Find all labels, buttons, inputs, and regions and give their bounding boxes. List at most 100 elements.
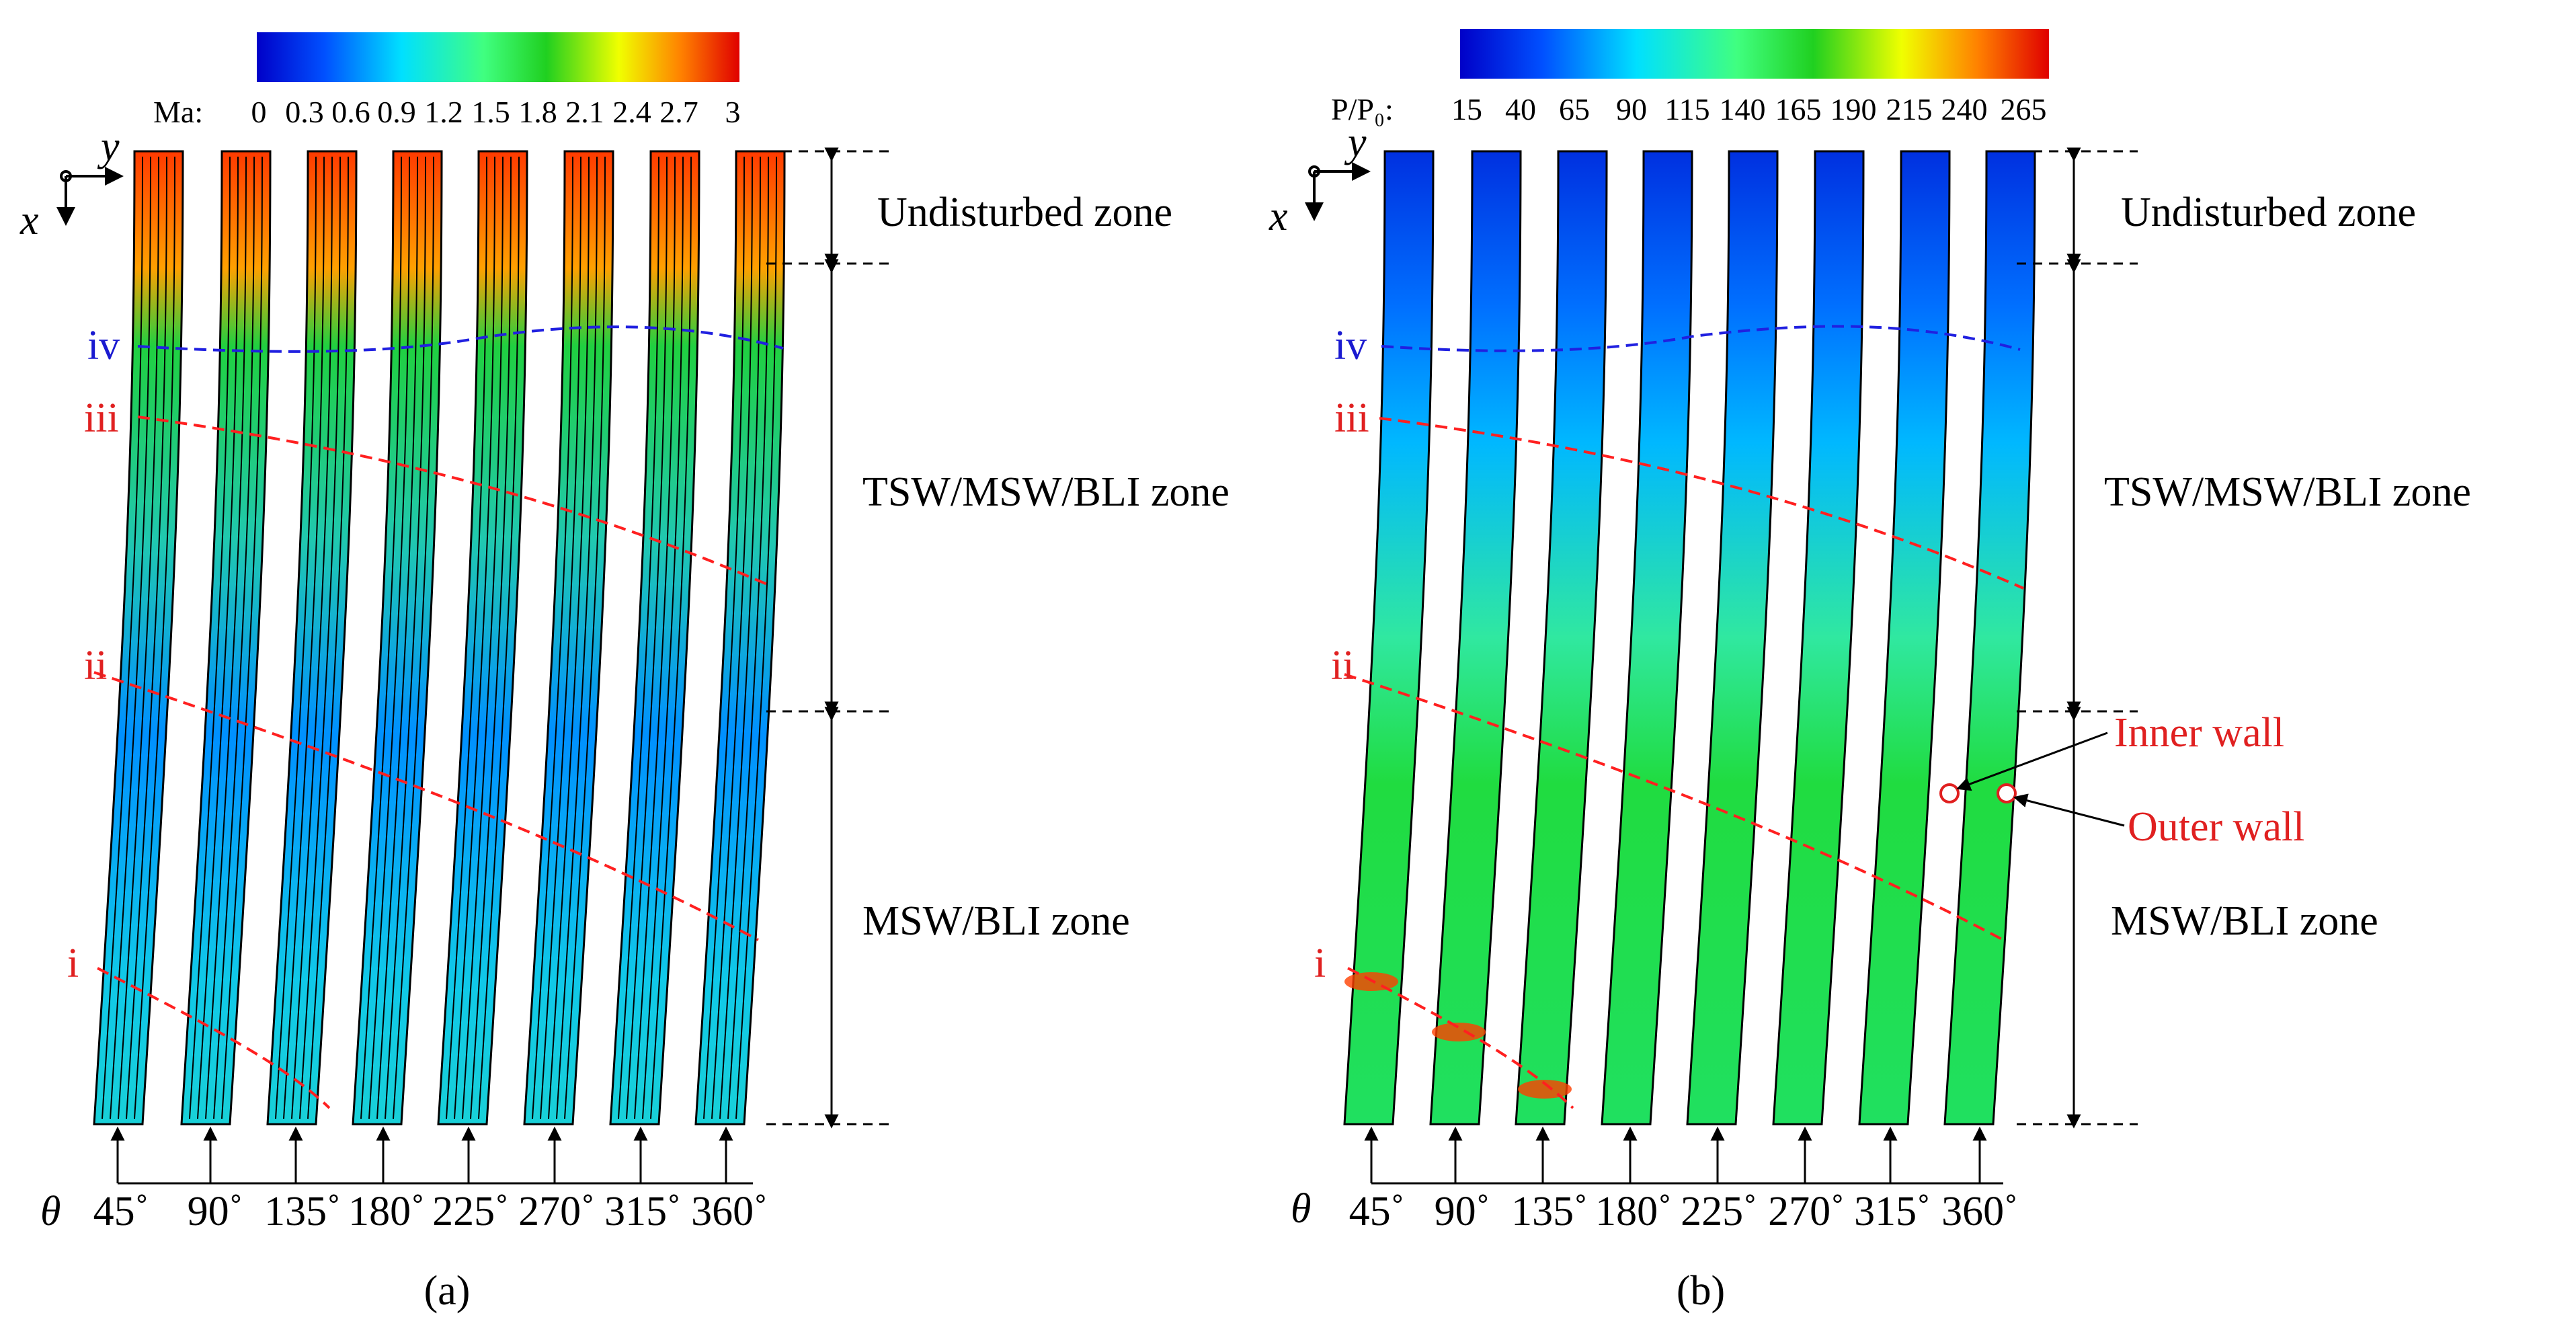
angle-label: 270˚ [518, 1189, 595, 1234]
angle-axis-b [1364, 1126, 2003, 1185]
duct-strip-ma [93, 150, 184, 1125]
section-line-iv [137, 325, 784, 353]
p-colorbar-ticks: 15 40 65 90 115 140 165 190 215 240 265 [1451, 92, 2047, 126]
ma-tick: 2.1 [565, 95, 604, 129]
ma-tick: 0.9 [377, 95, 416, 129]
section-label-iv-b: iv [1334, 323, 1367, 368]
duct-strip-ma [180, 150, 272, 1125]
p-tick: 40 [1505, 92, 1536, 126]
angle-label: 270˚ [1768, 1189, 1845, 1234]
ma-tick: 1.2 [424, 95, 463, 129]
angle-label: 360˚ [1941, 1189, 2018, 1234]
zone-undisturbed-b: Undisturbed zone [2121, 190, 2416, 235]
section-label-iii: iii [84, 395, 119, 441]
angle-label: 45˚ [1349, 1189, 1405, 1234]
angle-label: 180˚ [1595, 1189, 1672, 1234]
outer-wall-label: Outer wall [2128, 804, 2304, 850]
duct-strip-pressure [1858, 150, 1951, 1125]
zone-msw-a: MSW/BLI zone [862, 898, 1130, 944]
duct-strip-pressure [1686, 150, 1779, 1125]
section-line-iii [137, 416, 772, 588]
ducts-b [1343, 150, 2036, 1125]
p-tick: 65 [1559, 92, 1590, 126]
duct-strip-ma [694, 150, 786, 1125]
duct-strip-ma [266, 150, 358, 1125]
duct-strip-pressure [1943, 150, 2036, 1125]
section-label-ii: ii [84, 643, 107, 688]
p-tick: 240 [1941, 92, 1988, 126]
section-label-i: i [67, 941, 79, 986]
axis-x-label: x [1269, 194, 1288, 239]
section-label-iv: iv [87, 323, 120, 368]
panel-a: Ma: 0 0.3 0.6 0.9 1.2 1.5 1.8 2.1 2.4 2.… [19, 32, 1230, 1314]
high-pressure-spot [1432, 1023, 1486, 1041]
caption-b: (b) [1677, 1268, 1725, 1314]
section-label-i-b: i [1314, 941, 1326, 986]
ducts-a [93, 150, 786, 1125]
duct-strip-pressure [1515, 150, 1608, 1125]
angle-label: 135˚ [1511, 1189, 1588, 1234]
duct-strip-ma [523, 150, 614, 1125]
ma-tick: 2.7 [659, 95, 698, 129]
p-tick: 265 [2001, 92, 2047, 126]
duct-strip-pressure [1429, 150, 1522, 1125]
angle-axis-a [110, 1126, 753, 1185]
zone-msw-b: MSW/BLI zone [2111, 898, 2378, 944]
angle-label: 45˚ [93, 1189, 149, 1234]
theta-symbol-b: θ [1291, 1186, 1311, 1232]
wall-markers [1939, 732, 2125, 827]
angle-label: 315˚ [604, 1189, 681, 1234]
duct-strip-pressure [1343, 150, 1435, 1125]
section-label-iii-b: iii [1334, 395, 1369, 441]
zone-tsw-b: TSW/MSW/BLI zone [2104, 469, 2471, 515]
section-label-ii-b: ii [1331, 643, 1354, 688]
duct-strip-ma [437, 150, 528, 1125]
axis-x-label: x [19, 198, 39, 243]
ma-tick: 0 [251, 95, 267, 129]
ma-tick: 2.4 [612, 95, 651, 129]
angle-label: 90˚ [188, 1189, 243, 1234]
duct-strip-ma [609, 150, 700, 1125]
axes-indicator-b: y x [1269, 120, 1371, 239]
caption-a: (a) [424, 1268, 471, 1314]
theta-symbol-a: θ [40, 1189, 61, 1234]
zone-undisturbed-a: Undisturbed zone [877, 190, 1172, 235]
angle-label: 135˚ [264, 1189, 341, 1234]
angle-label: 225˚ [432, 1189, 509, 1234]
zone-tsw-a: TSW/MSW/BLI zone [862, 469, 1230, 515]
ma-tick: 0.3 [285, 95, 324, 129]
angle-labels-a: 45˚ 90˚ 135˚ 180˚ 225˚ 270˚ 315˚ 360˚ [93, 1189, 768, 1234]
outer-wall-marker [1997, 783, 2017, 803]
angle-label: 180˚ [348, 1189, 425, 1234]
section-line-iv-b [1381, 325, 2021, 352]
p-tick: 15 [1451, 92, 1482, 126]
section-line-i [97, 967, 331, 1109]
duct-strip-ma [352, 150, 443, 1125]
zone-dimensions-b [2017, 147, 2138, 1129]
p-colorbar [1460, 29, 2049, 79]
ma-tick: 1.5 [471, 95, 510, 129]
section-line-i-b [1347, 967, 1574, 1109]
angle-label: 315˚ [1854, 1189, 1931, 1234]
p-colorbar-label: P/P₀: [1331, 92, 1394, 126]
ma-tick: 3 [725, 95, 741, 129]
angle-label: 90˚ [1435, 1189, 1490, 1234]
axis-y-label: y [97, 124, 120, 169]
section-line-ii [93, 671, 759, 941]
ma-colorbar [257, 32, 739, 82]
angle-labels-b: 45˚ 90˚ 135˚ 180˚ 225˚ 270˚ 315˚ 360˚ [1349, 1189, 2018, 1234]
inner-wall-label: Inner wall [2114, 710, 2284, 756]
ma-tick: 0.6 [331, 95, 370, 129]
p-tick: 190 [1830, 92, 1877, 126]
ma-colorbar-label: Ma: [153, 95, 203, 129]
axis-y-label: y [1344, 120, 1367, 165]
zone-dimensions-a [766, 147, 894, 1129]
p-tick: 90 [1616, 92, 1647, 126]
axes-indicator-a: y x [19, 124, 124, 243]
duct-strip-pressure [1772, 150, 1865, 1125]
angle-label: 225˚ [1681, 1189, 1757, 1234]
duct-strip-pressure [1601, 150, 1693, 1125]
p-tick: 115 [1664, 92, 1709, 126]
p-tick: 140 [1720, 92, 1766, 126]
